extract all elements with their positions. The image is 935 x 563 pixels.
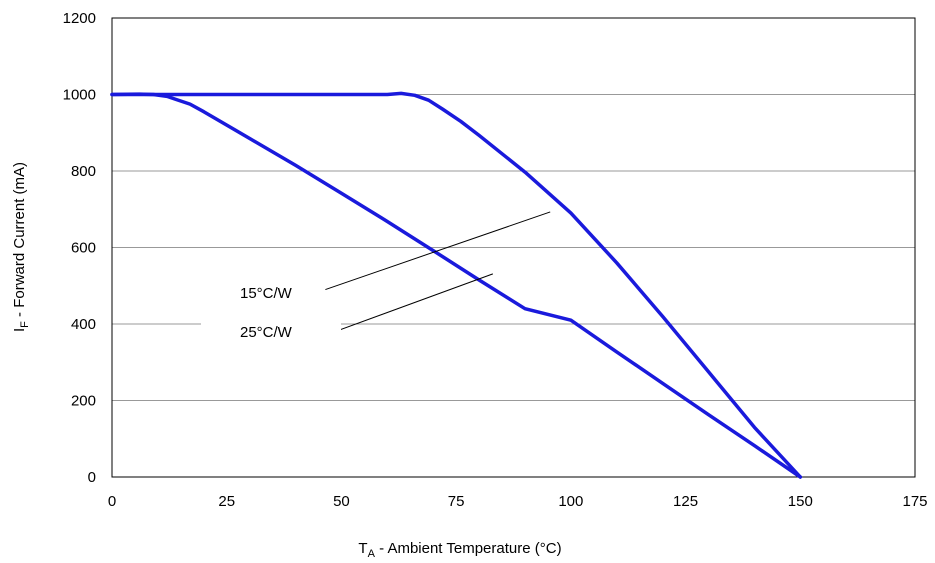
y-tick-400: 400 [71, 316, 96, 333]
x-tick-0: 0 [108, 493, 116, 510]
x-tick-25: 25 [218, 493, 235, 510]
y-axis-title-sub: F [19, 321, 31, 328]
x-axis-title-main: T [358, 540, 367, 557]
annotation-labels: 15°C/W 25°C/W [201, 278, 341, 344]
y-tick-1000: 1000 [63, 87, 96, 104]
x-tick-75: 75 [448, 493, 465, 510]
x-tick-175: 175 [902, 493, 927, 510]
annotation-label-25cw: 25°C/W [240, 324, 293, 341]
x-axis-title: TA - Ambient Temperature (°C) [358, 540, 561, 560]
plot-frame [111, 17, 916, 478]
x-tick-labels: 0 25 50 75 100 125 150 175 [108, 493, 928, 510]
y-tick-800: 800 [71, 163, 96, 180]
series-lines [110, 91, 803, 479]
label-25-mask [201, 314, 341, 344]
y-tick-0: 0 [88, 469, 96, 486]
grid-lines [112, 94, 915, 401]
y-axis-title: IF - Forward Current (mA) [11, 162, 31, 332]
y-tick-labels: 0 200 400 600 800 1000 1200 [63, 10, 96, 486]
label-15-mask [201, 278, 323, 304]
x-tick-125: 125 [673, 493, 698, 510]
y-axis-title-main: I [11, 328, 28, 332]
leader-line-15cw [325, 211, 551, 291]
x-axis-title-rest: - Ambient Temperature (°C) [375, 540, 562, 557]
y-tick-200: 200 [71, 393, 96, 410]
y-tick-600: 600 [71, 240, 96, 257]
y-tick-1200: 1200 [63, 10, 96, 27]
series-line-15cw [110, 91, 803, 479]
x-axis-title-sub: A [368, 548, 376, 560]
x-tick-100: 100 [558, 493, 583, 510]
series-line-25cw [110, 92, 803, 479]
y-axis-title-rest: - Forward Current (mA) [11, 162, 28, 321]
x-tick-50: 50 [333, 493, 350, 510]
x-tick-150: 150 [788, 493, 813, 510]
leader-line-25cw [327, 273, 494, 335]
annotation-leaders [325, 211, 551, 335]
annotation-label-15cw: 15°C/W [240, 285, 293, 302]
